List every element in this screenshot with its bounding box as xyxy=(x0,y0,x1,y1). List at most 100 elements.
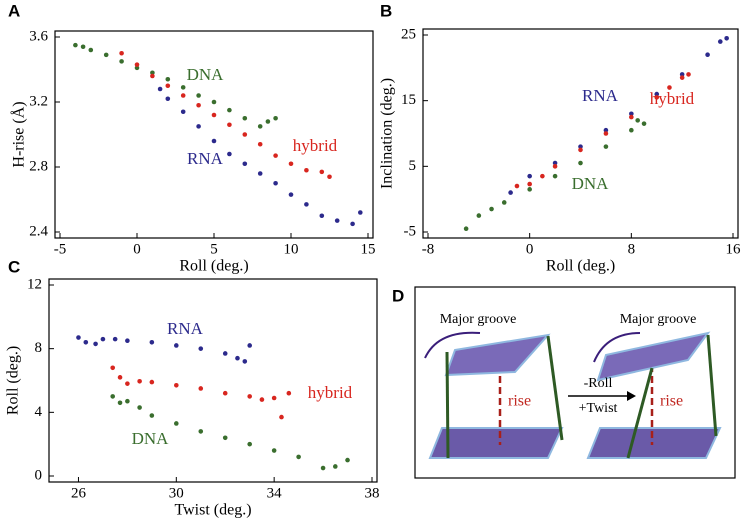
point xyxy=(288,161,294,167)
point xyxy=(257,124,263,129)
y-tick-label: 2.8 xyxy=(29,158,48,174)
point xyxy=(333,464,338,469)
y-tick-label: 25 xyxy=(401,26,416,42)
point xyxy=(198,346,204,351)
point xyxy=(247,394,252,399)
point xyxy=(110,394,116,399)
point xyxy=(93,341,98,347)
label: Major groove xyxy=(440,312,517,327)
point xyxy=(110,365,116,371)
y-axis-label: Roll (deg.) xyxy=(5,346,22,415)
point xyxy=(227,122,232,128)
y-tick-label: 5 xyxy=(409,158,417,174)
point xyxy=(165,96,171,102)
y-axis-label: H-rise (Å) xyxy=(10,101,28,167)
point xyxy=(288,192,294,197)
strut xyxy=(706,334,718,437)
point xyxy=(667,85,672,90)
point xyxy=(358,210,363,215)
point xyxy=(165,76,171,82)
point xyxy=(654,95,660,100)
point xyxy=(198,429,204,434)
point xyxy=(242,132,248,137)
point xyxy=(552,160,558,166)
strut xyxy=(445,351,450,459)
y-tick-label: 0 xyxy=(35,467,43,483)
point xyxy=(334,218,340,223)
point xyxy=(165,83,171,89)
point xyxy=(603,127,609,133)
y-tick-label: 12 xyxy=(27,276,42,292)
point xyxy=(271,395,277,401)
label: Major groove xyxy=(620,312,697,327)
x-tick-label: 38 xyxy=(365,485,380,501)
y-tick-label: 4 xyxy=(35,404,43,420)
plot-frame xyxy=(54,30,374,239)
label: +Twist xyxy=(579,401,618,416)
point xyxy=(635,118,640,123)
point xyxy=(119,59,124,64)
point xyxy=(273,115,278,121)
point xyxy=(679,75,685,80)
series-label: DNA xyxy=(187,65,225,84)
point xyxy=(247,343,252,348)
groove-arc xyxy=(424,331,481,359)
point xyxy=(196,93,201,98)
label: -Roll xyxy=(584,376,613,391)
plate xyxy=(428,427,564,459)
y-tick-label: -5 xyxy=(404,223,417,239)
point xyxy=(629,127,634,133)
y-tick-label: 15 xyxy=(401,92,416,108)
point xyxy=(489,206,494,212)
point xyxy=(552,173,558,179)
series-label: RNA xyxy=(582,86,619,105)
panel-label: B xyxy=(380,1,392,20)
x-axis-label: Twist (deg.) xyxy=(174,502,251,519)
series-label: hybrid xyxy=(293,136,338,155)
x-tick-label: 5 xyxy=(210,241,218,257)
diagram: D Major groove rise Major groove rise -R… xyxy=(392,286,736,479)
plot-frame xyxy=(422,28,739,239)
point xyxy=(117,375,123,380)
x-tick-label: 0 xyxy=(133,241,141,257)
point xyxy=(476,213,482,218)
point xyxy=(286,390,292,396)
point xyxy=(578,160,583,166)
point xyxy=(174,343,179,348)
point xyxy=(603,144,609,149)
point xyxy=(211,138,217,144)
point xyxy=(527,187,532,192)
x-tick-label: 26 xyxy=(71,485,87,501)
label: rise xyxy=(508,393,531,410)
point xyxy=(242,161,248,167)
point xyxy=(265,119,271,124)
plate xyxy=(586,427,722,459)
point xyxy=(125,381,130,386)
strut xyxy=(546,335,564,441)
point xyxy=(222,390,228,396)
point xyxy=(134,65,140,71)
label: rise xyxy=(660,393,683,410)
point xyxy=(222,435,228,441)
arrow-head xyxy=(627,391,636,401)
point xyxy=(686,72,691,77)
series-label: RNA xyxy=(167,319,204,338)
point xyxy=(227,151,232,157)
point xyxy=(180,93,186,98)
point xyxy=(117,400,123,406)
frame xyxy=(414,286,736,479)
point xyxy=(724,35,729,41)
x-tick-label: 15 xyxy=(361,241,376,257)
strut xyxy=(626,367,654,459)
point xyxy=(327,174,332,180)
plate xyxy=(444,333,551,377)
point xyxy=(180,85,186,90)
x-tick-label: -8 xyxy=(422,241,435,257)
point xyxy=(345,457,350,463)
point xyxy=(527,181,532,187)
point xyxy=(552,164,558,169)
point xyxy=(100,336,106,342)
series-label: hybrid xyxy=(650,89,695,108)
point xyxy=(150,73,155,79)
